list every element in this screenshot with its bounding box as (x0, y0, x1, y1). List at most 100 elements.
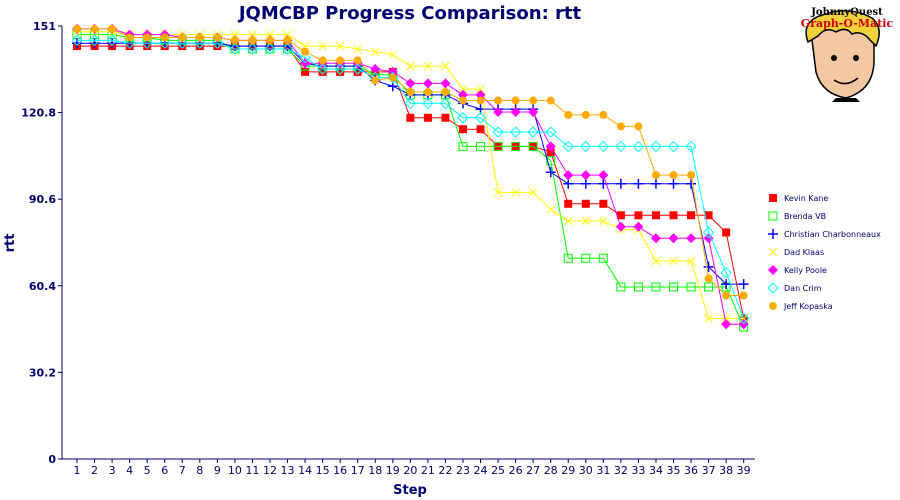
legend-label: Jeff Kopaska (783, 302, 833, 311)
data-point-kelly-poole (580, 170, 591, 181)
legend-marker-christian-charbonneaux (768, 229, 778, 239)
x-tick-label: 1 (74, 464, 81, 477)
series-dan-crim (71, 34, 750, 325)
x-tick-label: 14 (298, 464, 312, 477)
data-point-dan-crim (299, 51, 311, 64)
logo-line2: Graph-O-Matic (801, 17, 894, 30)
data-point-kelly-poole (370, 64, 381, 75)
data-point-dad-klaas (458, 84, 468, 94)
data-point-dan-crim (439, 97, 452, 110)
y-tick-label: 30.2 (29, 366, 56, 379)
x-tick-label: 3 (109, 464, 116, 477)
data-point-kevin-kane (458, 125, 467, 134)
data-point-brenda-vb (633, 282, 643, 292)
data-point-jeff-kopaska (599, 110, 608, 119)
data-point-dan-crim (527, 126, 539, 138)
data-point-kelly-poole (510, 107, 521, 118)
data-point-dad-klaas (318, 41, 327, 51)
data-point-kevin-kane (616, 211, 625, 220)
data-point-christian-charbonneaux (686, 178, 697, 189)
data-point-dan-crim (71, 34, 83, 47)
data-point-kevin-kane (441, 113, 450, 122)
shirt-collar (832, 98, 860, 102)
x-tick-label: 19 (386, 464, 400, 477)
data-point-dad-klaas (388, 50, 398, 60)
data-point-brenda-vb (563, 253, 573, 263)
x-tick-label: 38 (719, 464, 733, 477)
data-point-dan-crim (632, 140, 645, 153)
legend-label: Dad Klaas (784, 248, 824, 257)
data-point-dan-crim (264, 43, 276, 55)
data-point-kelly-poole (422, 78, 433, 89)
data-point-kelly-poole (493, 107, 504, 118)
data-point-dan-crim (737, 312, 750, 325)
data-point-dan-crim (685, 140, 697, 153)
x-tick-label: 23 (456, 464, 470, 477)
data-point-kelly-poole (615, 221, 626, 232)
data-point-dan-crim (702, 226, 715, 239)
data-point-dad-klaas (581, 216, 591, 226)
data-point-dan-crim (562, 140, 574, 153)
data-point-jeff-kopaska (634, 122, 643, 131)
x-tick-label: 34 (649, 464, 663, 477)
x-tick-label: 7 (179, 464, 186, 477)
data-point-jeff-kopaska (564, 110, 573, 119)
data-point-christian-charbonneaux (563, 178, 574, 189)
data-point-brenda-vb (598, 253, 608, 263)
y-tick-label: 120.8 (21, 107, 56, 120)
data-point-dad-klaas (493, 187, 503, 197)
data-point-dan-crim (352, 63, 364, 75)
mouth (833, 77, 859, 85)
data-point-jeff-kopaska (476, 96, 485, 105)
data-point-dan-crim (159, 37, 171, 49)
y-tick-label: 60.4 (29, 280, 56, 293)
y-tick-label: 151 (33, 20, 56, 33)
data-point-kelly-poole (545, 141, 556, 152)
data-point-dad-klaas (546, 205, 556, 214)
data-point-brenda-vb (546, 156, 556, 166)
x-tick-label: 26 (509, 464, 523, 477)
x-tick-label: 8 (196, 464, 203, 477)
data-point-jeff-kopaska (529, 96, 538, 105)
data-point-christian-charbonneaux (615, 178, 626, 189)
x-tick-label: 2 (91, 464, 98, 477)
x-tick-label: 20 (403, 464, 417, 477)
data-point-dan-crim (457, 112, 469, 124)
data-point-dad-klaas (669, 256, 678, 266)
series-line-dan-crim (77, 39, 745, 319)
data-point-dan-crim (492, 126, 504, 138)
data-point-jeff-kopaska (388, 73, 397, 82)
data-point-kelly-poole (633, 221, 644, 232)
data-point-dad-klaas (441, 61, 450, 71)
data-point-dad-klaas (563, 216, 573, 226)
x-tick-label: 6 (161, 464, 168, 477)
x-tick-label: 15 (316, 464, 330, 477)
data-point-jeff-kopaska (336, 56, 345, 65)
data-point-dan-crim (404, 97, 417, 110)
data-point-jeff-kopaska (301, 47, 310, 56)
data-point-dan-crim (615, 140, 627, 153)
data-point-kevin-kane (406, 113, 415, 122)
data-point-dan-crim (211, 37, 224, 49)
data-point-kelly-poole (387, 66, 398, 77)
data-point-brenda-vb (704, 282, 714, 292)
data-point-dan-crim (422, 97, 434, 110)
logo-line1: JohnnyQuest (810, 7, 883, 18)
right-eye (853, 55, 859, 61)
data-point-dan-crim (176, 37, 188, 49)
data-point-kelly-poole (528, 107, 539, 118)
x-tick-label: 29 (561, 464, 575, 477)
x-tick-label: 31 (596, 464, 610, 477)
data-point-brenda-vb (458, 141, 468, 151)
data-point-kelly-poole (300, 58, 311, 69)
data-point-dad-klaas (686, 256, 696, 266)
data-point-jeff-kopaska (108, 24, 117, 33)
legend-item-dan-crim: Dan Crim (767, 282, 822, 294)
data-point-kevin-kane (704, 211, 713, 220)
y-tick-label: 0 (48, 453, 56, 466)
data-point-kelly-poole (650, 233, 661, 244)
data-point-dad-klaas (353, 44, 363, 54)
data-point-kelly-poole (668, 233, 679, 244)
